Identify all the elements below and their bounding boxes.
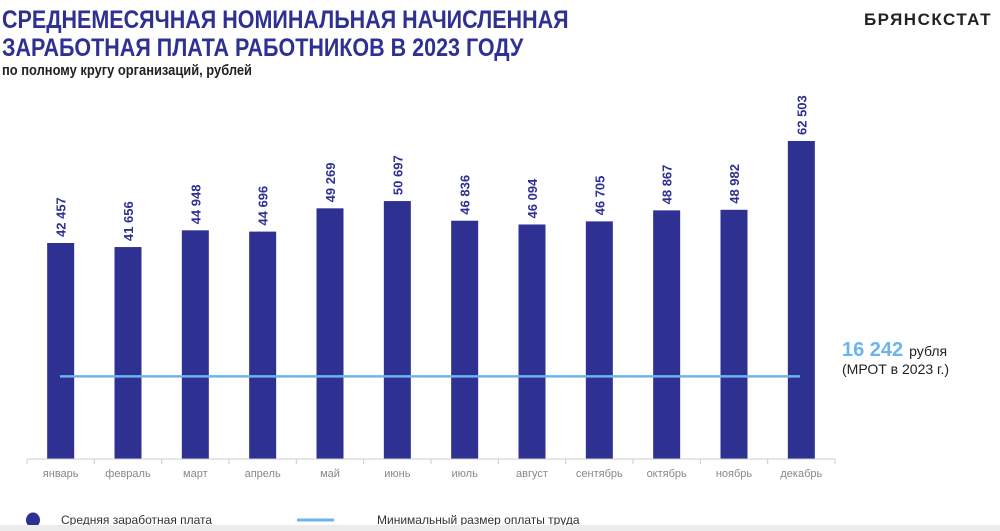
data-label-2: 41 656 (121, 201, 136, 241)
x-tick-label-11: ноябрь (716, 468, 753, 480)
bar-6 (383, 201, 411, 459)
title-line-2: ЗАРАБОТНАЯ ПЛАТА РАБОТНИКОВ В 2023 ГОДУ (2, 34, 524, 62)
x-tick-label-4: апрель (245, 468, 281, 480)
bar-1 (47, 242, 75, 459)
x-tick-label-6: июнь (384, 468, 410, 480)
bar-11 (720, 209, 748, 459)
mrot-value: 16 242 (842, 339, 903, 361)
x-tick-label-7: июль (452, 468, 479, 480)
bar-9 (585, 221, 613, 459)
bar-5 (316, 208, 344, 459)
title-line-1: СРЕДНЕМЕСЯЧНАЯ НОМИНАЛЬНАЯ НАЧИСЛЕННАЯ (2, 6, 569, 34)
x-tick-label-5: май (320, 468, 340, 480)
data-label-7: 46 836 (458, 175, 473, 215)
legend-bar-label: Средняя заработная плата (61, 513, 212, 527)
chart-title: СРЕДНЕМЕСЯЧНАЯ НОМИНАЛЬНАЯ НАЧИСЛЕННАЯ ЗА… (2, 6, 569, 62)
x-tick-label-8: август (516, 468, 548, 480)
bar-8 (518, 224, 546, 459)
bar-10 (653, 210, 681, 459)
x-tick-label-1: январь (43, 468, 79, 480)
bar-3 (181, 230, 209, 459)
data-label-5: 49 269 (323, 163, 338, 203)
data-label-4: 44 696 (256, 186, 271, 226)
bar-4 (249, 231, 277, 459)
x-tick-label-9: сентябрь (576, 468, 623, 480)
data-label-12: 62 503 (794, 95, 809, 135)
x-tick-label-3: март (183, 468, 208, 480)
data-label-8: 46 094 (525, 178, 540, 219)
mrot-note: (МРОТ в 2023 г.) (842, 361, 949, 377)
legend-bar-marker (26, 512, 40, 528)
mrot-unit: рубля (909, 343, 947, 359)
data-label-10: 48 867 (660, 165, 675, 205)
bar-12 (787, 141, 815, 459)
bottom-strip (0, 525, 1000, 531)
x-tick-label-10: октябрь (647, 468, 687, 480)
x-tick-label-2: февраль (105, 468, 151, 480)
bar-7 (451, 220, 479, 459)
legend-line-label: Минимальный размер оплаты труда (377, 513, 580, 527)
chart-subtitle: по полному кругу организаций, рублей (2, 62, 252, 79)
data-label-9: 46 705 (592, 176, 607, 216)
data-label-1: 42 457 (54, 197, 69, 237)
brand-logo: БРЯНСКСТАТ (863, 10, 992, 29)
data-label-6: 50 697 (390, 155, 405, 195)
data-label-3: 44 948 (188, 185, 203, 225)
bar-2 (114, 247, 142, 459)
data-label-11: 48 982 (727, 164, 742, 204)
x-tick-label-12: декабрь (780, 468, 822, 480)
